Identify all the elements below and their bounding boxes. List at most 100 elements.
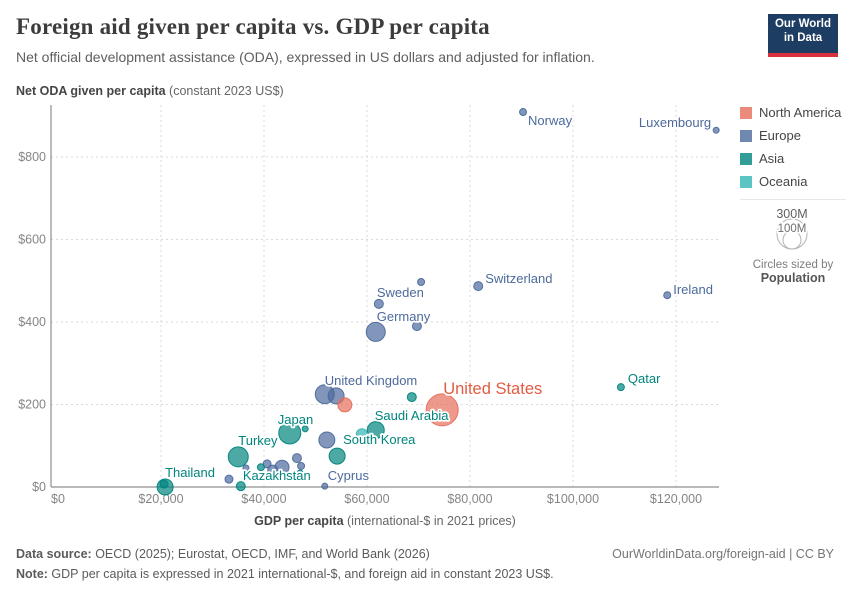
data-source: Data source: OECD (2025); Eurostat, OECD… <box>16 547 430 561</box>
x-tick-label: $40,000 <box>241 492 286 506</box>
data-point-south-korea[interactable] <box>328 447 346 465</box>
point-label-cyprus: Cyprus <box>328 468 370 483</box>
owid-logo-line2: in Data <box>783 31 823 44</box>
x-tick-label: $80,000 <box>447 492 492 506</box>
data-point-qatar[interactable] <box>616 383 625 392</box>
y-tick-label: $0 <box>32 480 46 494</box>
owid-link[interactable]: OurWorldinData.org/foreign-aid | CC BY <box>612 547 834 561</box>
legend-label-asia: Asia <box>759 151 785 166</box>
x-axis-title: GDP per capita (international-$ in 2021 … <box>51 514 719 528</box>
data-point-cyprus[interactable] <box>321 482 329 490</box>
data-point-norway[interactable] <box>519 108 528 117</box>
data-point-unlabeled[interactable] <box>297 461 306 470</box>
legend-swatch-oceania <box>740 175 752 188</box>
data-point-kazakhstan[interactable] <box>235 481 246 492</box>
legend-label-oceania: Oceania <box>759 174 808 189</box>
x-tick-label: $120,000 <box>650 492 702 506</box>
legend-label-north_america: North America <box>759 105 842 120</box>
data-point-turkey[interactable] <box>227 446 249 468</box>
point-label-japan: Japan <box>278 412 313 427</box>
size-legend-inner-circle <box>782 230 802 250</box>
size-legend: 300M 100M <box>775 206 809 250</box>
point-label-united-states: United States <box>443 380 542 398</box>
point-label-luxembourg: Luxembourg <box>639 115 711 130</box>
data-point-unlabeled[interactable] <box>267 464 279 476</box>
data-point-unlabeled[interactable] <box>296 469 304 477</box>
point-label-sweden: Sweden <box>377 285 424 300</box>
data-point-unlabeled[interactable] <box>355 428 368 441</box>
data-point-unlabeled[interactable] <box>406 392 417 403</box>
y-axis-title: Net ODA given per capita (constant 2023 … <box>16 84 284 98</box>
y-tick-label: $800 <box>18 150 46 164</box>
data-point-germany[interactable] <box>365 321 386 342</box>
data-point-switzerland[interactable] <box>473 281 484 292</box>
x-tick-label: $0 <box>51 492 65 506</box>
data-point-saudi-arabia[interactable] <box>366 421 385 440</box>
continent-legend: North America Europe Asia Oceania 300M 100M… <box>740 105 846 285</box>
chart-title: Foreign aid given per capita vs. GDP per… <box>16 14 490 39</box>
y-tick-label: $400 <box>18 315 46 329</box>
y-axis-title-unit: (constant 2023 US$) <box>165 84 284 98</box>
chart-header: Foreign aid given per capita vs. GDP per… <box>16 14 756 65</box>
data-point-japan[interactable] <box>278 421 302 445</box>
owid-logo[interactable]: Our World in Data <box>768 14 838 57</box>
legend-swatch-north_america <box>740 106 752 119</box>
data-point-unlabeled[interactable] <box>224 474 234 484</box>
data-point-united-states[interactable] <box>425 393 459 427</box>
point-label-turkey: Turkey <box>238 433 278 448</box>
data-point-unlabeled[interactable] <box>396 378 403 385</box>
x-tick-label: $100,000 <box>547 492 599 506</box>
point-label-qatar: Qatar <box>628 371 661 386</box>
size-legend-caption-bold: Population <box>760 271 826 285</box>
legend-swatch-asia <box>740 152 752 165</box>
point-label-germany: Germany <box>377 309 431 324</box>
x-tick-label: $20,000 <box>138 492 183 506</box>
point-label-united-kingdom: United Kingdom <box>325 373 418 388</box>
chart-footer: Data source: OECD (2025); Eurostat, OECD… <box>16 547 834 581</box>
point-label-norway: Norway <box>528 113 573 128</box>
footnote-label: Note: <box>16 567 48 581</box>
size-legend-caption: Circles sized by <box>752 259 834 271</box>
legend-label-europe: Europe <box>759 128 801 143</box>
size-legend-inner-label: 100M <box>778 223 807 235</box>
y-tick-label: $200 <box>18 398 46 412</box>
legend-item-europe[interactable]: Europe <box>740 128 846 143</box>
data-source-label: Data source: <box>16 547 92 561</box>
footnote-text: GDP per capita is expressed in 2021 inte… <box>47 567 554 581</box>
data-source-text: OECD (2025); Eurostat, OECD, IMF, and Wo… <box>91 547 430 561</box>
legend-item-north_america[interactable]: North America <box>740 105 846 120</box>
x-axis-title-unit: (international-$ in 2021 prices) <box>343 514 516 528</box>
point-label-thailand: Thailand <box>165 465 215 480</box>
y-axis-title-main: Net ODA given per capita <box>16 84 166 98</box>
legend-divider <box>740 199 846 200</box>
legend-swatch-europe <box>740 129 752 142</box>
owid-logo-line1: Our World <box>774 18 831 30</box>
chart-subtitle: Net official development assistance (ODA… <box>16 49 595 65</box>
data-point-unlabeled[interactable] <box>256 463 265 472</box>
size-legend-outer-label: 300M <box>776 207 807 221</box>
footnote: Note: GDP per capita is expressed in 202… <box>16 567 834 581</box>
legend-item-oceania[interactable]: Oceania <box>740 174 846 189</box>
point-label-kazakhstan: Kazakhstan <box>243 468 311 483</box>
data-point-unlabeled[interactable] <box>337 397 353 413</box>
data-point-sweden[interactable] <box>373 298 384 309</box>
data-point-unlabeled[interactable] <box>411 321 422 332</box>
point-label-ireland: Ireland <box>673 282 713 297</box>
x-axis-title-main: GDP per capita <box>254 514 344 528</box>
legend-item-asia[interactable]: Asia <box>740 151 846 166</box>
data-point-unlabeled[interactable] <box>242 464 250 472</box>
data-point-luxembourg[interactable] <box>712 126 720 134</box>
x-tick-label: $60,000 <box>344 492 389 506</box>
data-point-unlabeled[interactable] <box>291 453 302 464</box>
legend-items: North America Europe Asia Oceania <box>740 105 846 189</box>
data-point-unlabeled[interactable] <box>318 431 336 449</box>
point-label-south-korea: South Korea <box>343 432 416 447</box>
data-point-ireland[interactable] <box>663 291 672 300</box>
point-label-switzerland: Switzerland <box>485 271 552 286</box>
y-tick-label: $600 <box>18 233 46 247</box>
data-point-unlabeled[interactable] <box>159 479 169 489</box>
data-point-unlabeled[interactable] <box>417 277 426 286</box>
data-point-unlabeled[interactable] <box>301 425 309 433</box>
